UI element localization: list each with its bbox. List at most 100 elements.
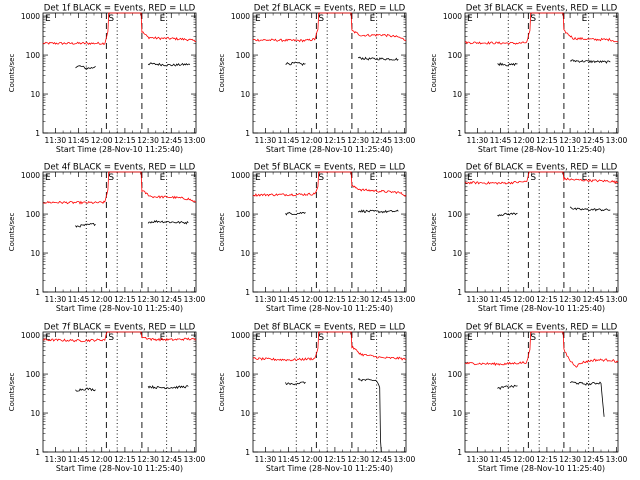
marker-e-left: E (467, 333, 473, 343)
lld-series-line (252, 331, 407, 362)
x-tick-label: 12:15 (536, 136, 558, 145)
events-series-line (285, 211, 306, 216)
marker-e-left: E (467, 173, 473, 183)
x-tick-label: 12:30 (559, 136, 581, 145)
y-axis-label: Counts/sec (218, 373, 226, 412)
axis-frame (252, 171, 407, 293)
y-tick-label: 1 (35, 129, 40, 138)
y-tick-label: 1000 (21, 171, 40, 180)
x-axis-label: Start Time (28-Nov-10 11:25:40) (266, 464, 393, 473)
x-tick-label: 11:30 (255, 455, 277, 464)
marker-e-left: E (255, 14, 261, 24)
x-tick-label: 12:00 (513, 136, 535, 145)
x-axis-label: Start Time (28-Nov-10 11:25:40) (266, 145, 393, 154)
x-axis-label: Start Time (28-Nov-10 11:25:40) (478, 304, 605, 313)
marker-e-left: E (45, 333, 51, 343)
x-tick-label: 12:00 (91, 136, 113, 145)
marker-e-left: E (45, 14, 51, 24)
y-tick-label: 1 (457, 288, 462, 297)
y-tick-label: 100 (448, 370, 463, 379)
x-tick-label: 11:30 (45, 136, 67, 145)
panel-title: Det 4f BLACK = Events, RED = LLD (44, 163, 196, 173)
y-axis-label: Counts/sec (430, 373, 438, 412)
panel-1: Det 1f BLACK = Events, RED = LLD 1 10 100 10… (8, 4, 205, 155)
marker-s: S (318, 173, 324, 183)
y-axis-label: Counts/sec (8, 373, 16, 412)
x-tick-label: 12:00 (301, 295, 323, 304)
marker-s: S (318, 333, 324, 343)
marker-e-right: E (370, 14, 376, 24)
x-tick-label: 11:45 (68, 295, 90, 304)
x-tick-label: 13:00 (606, 455, 628, 464)
y-tick-label: 10 (240, 90, 250, 99)
marker-e-left: E (45, 173, 51, 183)
x-tick-label: 12:30 (559, 455, 581, 464)
x-axis-label: Start Time (28-Nov-10 11:25:40) (478, 464, 605, 473)
y-axis-label: Counts/sec (218, 213, 226, 252)
x-axis-label: Start Time (28-Nov-10 11:25:40) (56, 304, 183, 313)
y-tick-label: 100 (236, 370, 251, 379)
x-tick-label: 11:30 (255, 295, 277, 304)
x-tick-label: 12:30 (559, 295, 581, 304)
x-tick-label: 12:30 (347, 455, 369, 464)
events-series-line (357, 209, 399, 214)
y-tick-label: 100 (26, 210, 41, 219)
marker-s: S (530, 333, 536, 343)
x-axis-label: Start Time (28-Nov-10 11:25:40) (266, 304, 393, 313)
axis-frame (464, 331, 619, 453)
x-tick-label: 12:15 (114, 455, 136, 464)
x-axis-label: Start Time (28-Nov-10 11:25:40) (56, 464, 183, 473)
marker-e-right: E (582, 333, 588, 343)
panel-title: Det 6f BLACK = Events, RED = LLD (466, 163, 618, 173)
x-tick-label: 13:00 (184, 136, 206, 145)
marker-s: S (108, 173, 114, 183)
marker-e-right: E (582, 173, 588, 183)
marker-s: S (108, 333, 114, 343)
x-tick-label: 11:45 (278, 455, 300, 464)
marker-e-right: E (582, 14, 588, 24)
y-tick-label: 100 (26, 51, 41, 60)
x-tick-label: 13:00 (606, 295, 628, 304)
x-tick-label: 11:45 (278, 295, 300, 304)
panel-title: Det 2f BLACK = Events, RED = LLD (254, 4, 406, 14)
y-tick-label: 10 (452, 409, 462, 418)
x-tick-label: 12:15 (324, 455, 346, 464)
x-tick-label: 11:45 (278, 136, 300, 145)
y-tick-label: 1000 (21, 12, 40, 21)
x-tick-label: 12:30 (137, 455, 159, 464)
x-tick-label: 11:45 (68, 455, 90, 464)
y-tick-label: 1000 (231, 12, 250, 21)
x-tick-label: 13:00 (184, 455, 206, 464)
x-tick-label: 12:45 (582, 295, 604, 304)
panel-5: Det 5f BLACK = Events, RED = LLD 1 10 100 10… (218, 163, 415, 314)
y-tick-label: 1 (245, 129, 250, 138)
y-tick-label: 100 (236, 210, 251, 219)
y-tick-label: 100 (448, 210, 463, 219)
y-tick-label: 1 (245, 288, 250, 297)
events-series-line (75, 222, 96, 228)
panel-title: Det 3f BLACK = Events, RED = LLD (466, 4, 618, 14)
y-tick-label: 10 (30, 90, 40, 99)
x-tick-label: 12:15 (114, 136, 136, 145)
marker-e-right: E (370, 173, 376, 183)
x-tick-label: 12:30 (137, 136, 159, 145)
lld-series-line (252, 171, 407, 197)
events-series-line (357, 56, 399, 61)
x-tick-label: 12:15 (324, 136, 346, 145)
x-tick-label: 11:45 (68, 136, 90, 145)
x-tick-label: 12:30 (347, 295, 369, 304)
axis-frame (464, 171, 619, 293)
x-tick-label: 12:45 (160, 455, 182, 464)
y-tick-label: 1000 (443, 12, 462, 21)
x-tick-label: 13:00 (606, 136, 628, 145)
panel-2: Det 2f BLACK = Events, RED = LLD 1 10 100 10… (218, 4, 415, 155)
events-series-line (285, 61, 306, 66)
events-series-line (285, 381, 306, 386)
panel-title: Det 8f BLACK = Events, RED = LLD (254, 323, 406, 333)
panel-7: Det 7f BLACK = Events, RED = LLD 1 10 100 10… (8, 323, 205, 474)
x-tick-label: 12:00 (301, 455, 323, 464)
y-tick-label: 10 (30, 249, 40, 258)
y-tick-label: 1000 (231, 331, 250, 340)
axis-frame (42, 171, 197, 293)
